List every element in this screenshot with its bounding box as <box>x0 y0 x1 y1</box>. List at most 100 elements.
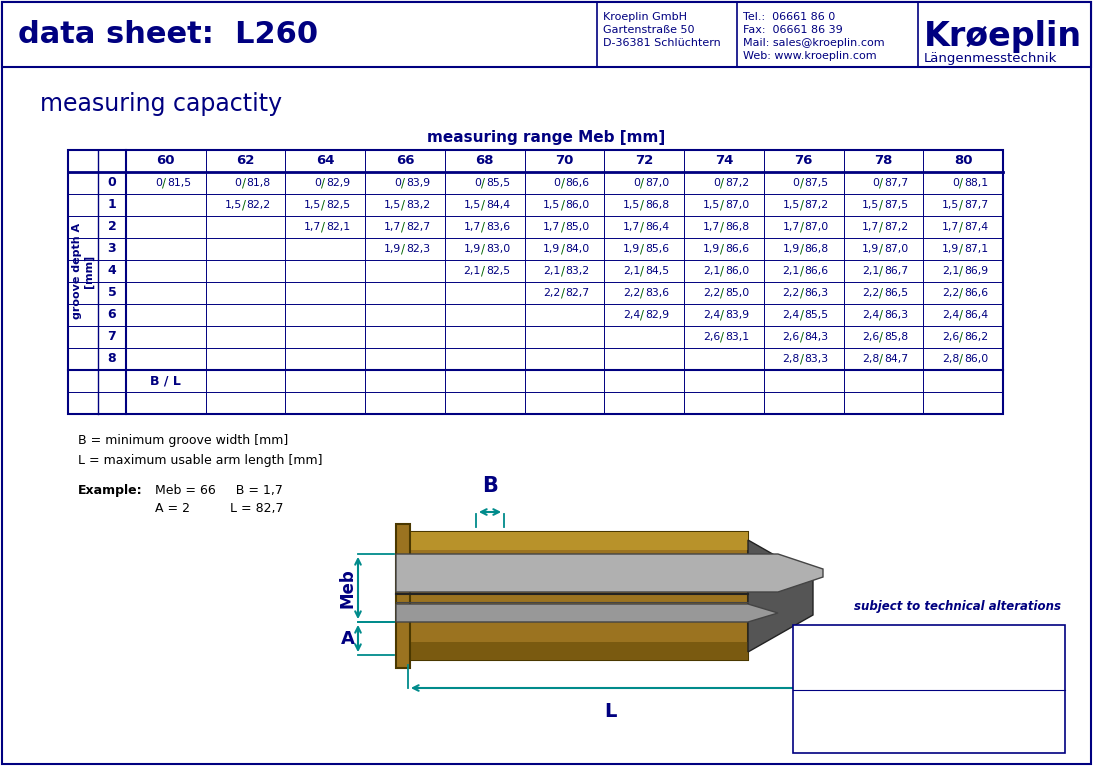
Text: 84,3: 84,3 <box>804 332 828 342</box>
Text: /: / <box>720 309 724 322</box>
Text: 1,5: 1,5 <box>862 200 880 210</box>
Text: 0: 0 <box>952 178 960 188</box>
Text: L = maximum usable arm length [mm]: L = maximum usable arm length [mm] <box>78 454 322 467</box>
Text: 1,9: 1,9 <box>384 244 401 254</box>
Text: name:: name: <box>801 671 836 681</box>
Text: 7: 7 <box>107 330 116 343</box>
Text: 0: 0 <box>713 178 720 188</box>
Text: 86,8: 86,8 <box>804 244 828 254</box>
Text: 1,7: 1,7 <box>862 222 880 232</box>
Text: 86,7: 86,7 <box>884 266 908 276</box>
Text: /: / <box>960 286 963 300</box>
Text: 83,6: 83,6 <box>485 222 510 232</box>
Text: 87,2: 87,2 <box>725 178 749 188</box>
Text: 1: 1 <box>107 198 116 211</box>
Text: 2,6: 2,6 <box>703 332 720 342</box>
Text: /: / <box>561 243 564 256</box>
Text: 87,7: 87,7 <box>964 200 988 210</box>
Text: Example:: Example: <box>78 484 142 497</box>
Text: /: / <box>561 198 564 211</box>
Text: /: / <box>960 330 963 343</box>
Text: 86,6: 86,6 <box>565 178 589 188</box>
Text: /: / <box>162 176 166 189</box>
Text: 74: 74 <box>715 155 733 168</box>
Text: 83,6: 83,6 <box>645 288 669 298</box>
Text: D-36381 Schlüchtern: D-36381 Schlüchtern <box>603 38 720 48</box>
Text: /: / <box>561 264 564 277</box>
Bar <box>396 524 410 668</box>
Text: drawing-nr.:: drawing-nr.: <box>801 633 868 643</box>
Text: Krøeplin: Krøeplin <box>924 20 1082 53</box>
Text: 86,0: 86,0 <box>725 266 749 276</box>
Text: 2,1: 2,1 <box>463 266 481 276</box>
Text: 1,5: 1,5 <box>942 200 960 210</box>
Text: 1,9: 1,9 <box>543 244 561 254</box>
Text: /: / <box>800 330 803 343</box>
Text: A = 2          L = 82,7: A = 2 L = 82,7 <box>155 502 283 515</box>
Text: /: / <box>800 286 803 300</box>
Text: 2,2: 2,2 <box>942 288 960 298</box>
Text: 1,7: 1,7 <box>304 222 321 232</box>
Text: /: / <box>720 198 724 211</box>
Text: 82,5: 82,5 <box>485 266 510 276</box>
Text: 84,7: 84,7 <box>884 354 908 364</box>
Text: 2,4: 2,4 <box>942 310 960 320</box>
Text: 1,5: 1,5 <box>304 200 321 210</box>
Text: /: / <box>401 198 406 211</box>
Text: /: / <box>640 243 644 256</box>
Text: 82,3: 82,3 <box>406 244 431 254</box>
Text: /: / <box>640 198 644 211</box>
Text: /: / <box>481 198 485 211</box>
Text: 1,5: 1,5 <box>384 200 401 210</box>
Text: /: / <box>481 221 485 234</box>
Text: 86,0: 86,0 <box>964 354 988 364</box>
Text: date of issue:: date of issue: <box>801 652 877 662</box>
Text: /: / <box>481 243 485 256</box>
Text: Web: www.kroeplin.com: Web: www.kroeplin.com <box>743 51 877 61</box>
Text: 2,2: 2,2 <box>623 288 640 298</box>
Text: 86,8: 86,8 <box>645 200 669 210</box>
Text: /: / <box>800 176 803 189</box>
Text: 83,3: 83,3 <box>804 354 828 364</box>
Text: /: / <box>401 176 406 189</box>
Text: 2,1: 2,1 <box>703 266 720 276</box>
Text: 86,6: 86,6 <box>964 288 988 298</box>
Text: 2,1: 2,1 <box>623 266 640 276</box>
Text: 0: 0 <box>872 178 880 188</box>
Text: 1,5: 1,5 <box>623 200 640 210</box>
Text: 0: 0 <box>155 178 162 188</box>
Text: /: / <box>640 309 644 322</box>
Text: 83,9: 83,9 <box>725 310 749 320</box>
Bar <box>794 625 1065 753</box>
Text: 81,5: 81,5 <box>167 178 191 188</box>
Text: 2,4: 2,4 <box>862 310 880 320</box>
Text: 2,1: 2,1 <box>862 266 880 276</box>
Text: /: / <box>960 309 963 322</box>
Text: revision status:: revision status: <box>801 702 886 712</box>
Text: 87,2: 87,2 <box>884 222 908 232</box>
Text: A: A <box>341 630 355 647</box>
Text: /: / <box>561 176 564 189</box>
Text: 88,1: 88,1 <box>964 178 988 188</box>
Text: 1,9: 1,9 <box>703 244 720 254</box>
Text: Mail: sales@kroeplin.com: Mail: sales@kroeplin.com <box>743 38 884 48</box>
Text: 6: 6 <box>108 309 116 322</box>
Text: 68: 68 <box>475 155 494 168</box>
Text: 1,7: 1,7 <box>463 222 481 232</box>
Text: 1,5: 1,5 <box>543 200 561 210</box>
Bar <box>408 642 748 660</box>
Text: 82,7: 82,7 <box>406 222 431 232</box>
Text: 87,0: 87,0 <box>804 222 828 232</box>
Text: 87,0: 87,0 <box>645 178 670 188</box>
Text: data sheet:  L260: data sheet: L260 <box>17 20 318 49</box>
Text: 2,1: 2,1 <box>942 266 960 276</box>
Text: 1,7: 1,7 <box>783 222 800 232</box>
Text: 86,6: 86,6 <box>725 244 749 254</box>
Text: Gartenstraße 50: Gartenstraße 50 <box>603 25 694 35</box>
Text: 87,0: 87,0 <box>725 200 749 210</box>
Text: 72: 72 <box>635 155 654 168</box>
Text: 1,9: 1,9 <box>942 244 960 254</box>
Text: 1,5: 1,5 <box>224 200 242 210</box>
Text: 0: 0 <box>235 178 242 188</box>
Text: 1,5: 1,5 <box>783 200 800 210</box>
